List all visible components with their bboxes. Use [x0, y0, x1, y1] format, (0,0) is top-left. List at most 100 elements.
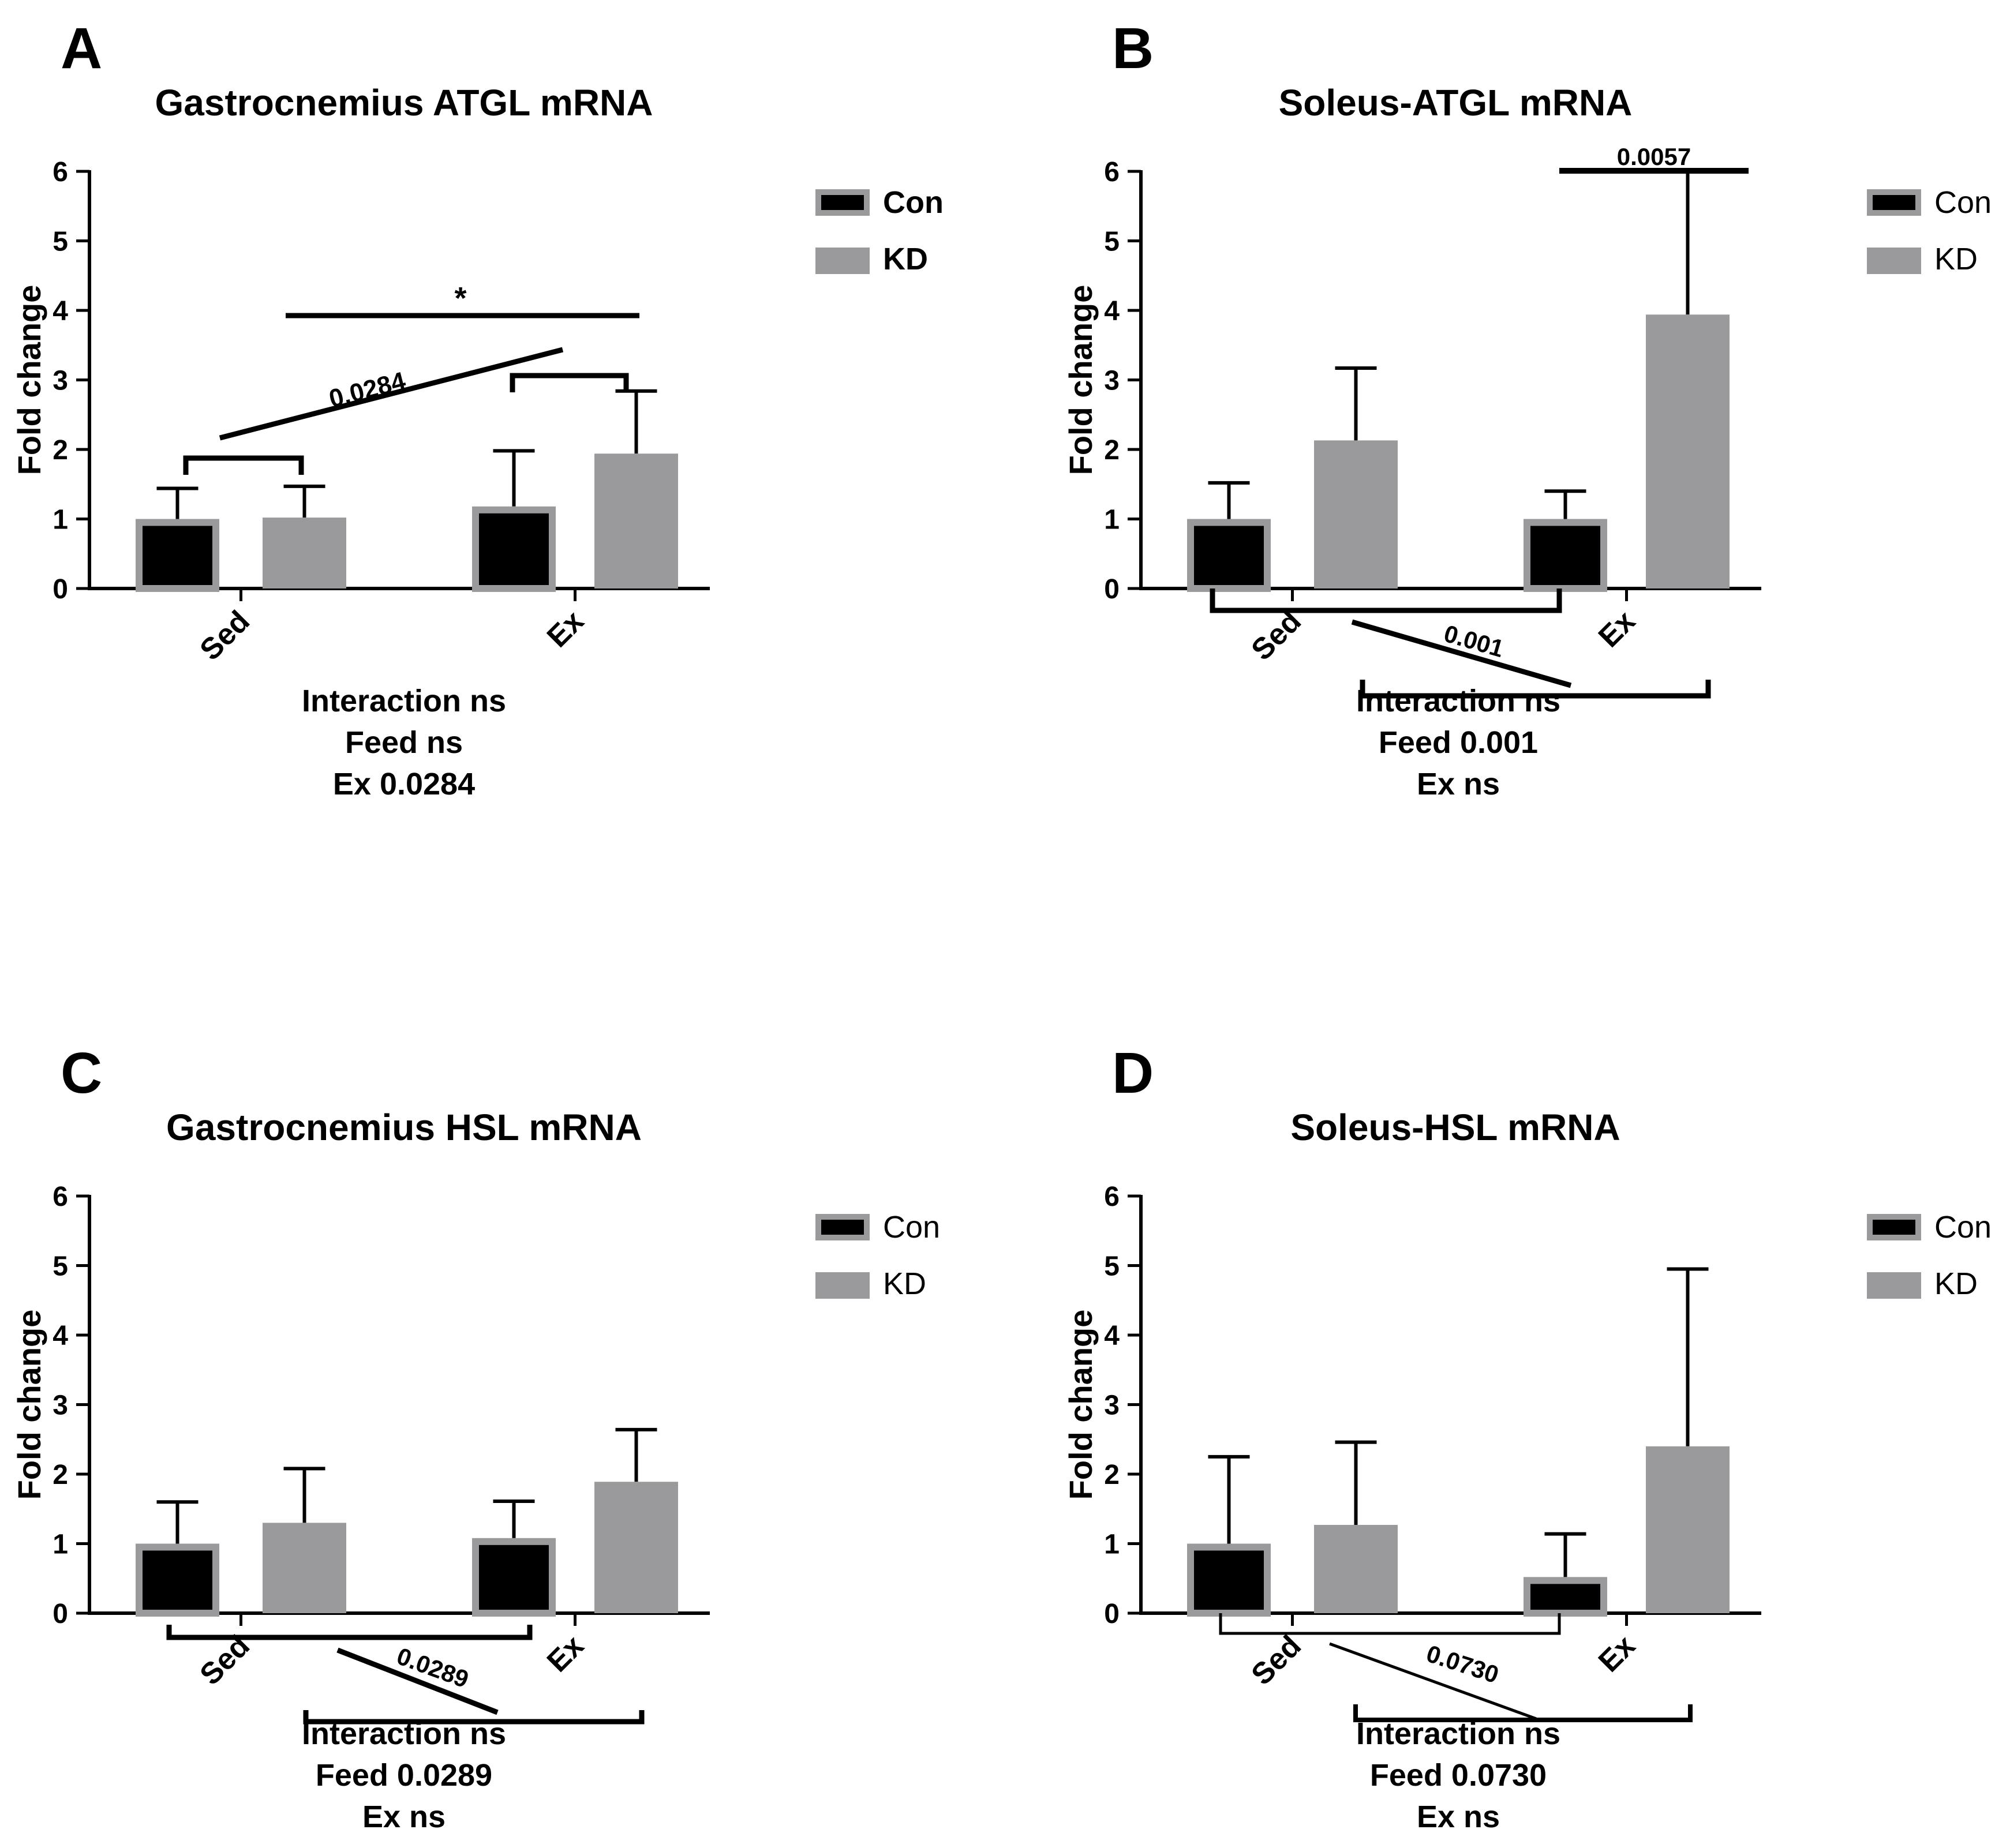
chart-title: Gastrocnemius ATGL mRNA — [155, 82, 653, 123]
legend-swatch-kd — [815, 248, 870, 274]
bracket — [1219, 1613, 1561, 1635]
legend-swatch-kd — [815, 1272, 870, 1299]
sig-label: 0.0057 — [1617, 143, 1691, 170]
legend-swatch-kd — [1867, 1272, 1921, 1299]
y-tick-label: 1 — [53, 505, 68, 535]
legend-label-kd: KD — [1934, 1266, 1978, 1301]
y-tick-label: 5 — [53, 227, 68, 257]
bar-con-sed — [136, 519, 219, 592]
bar-con-sed — [1187, 1543, 1271, 1617]
stats-line: Ex ns — [1417, 1800, 1500, 1834]
y-tick-label: 5 — [53, 1251, 68, 1282]
panel-B: B Soleus-ATGL mRNA 0 1 2 3 4 5 6 Fold change Sed Ex… — [1062, 16, 1992, 801]
y-tick-label: 2 — [53, 1460, 68, 1490]
stats-line: Feed 0.001 — [1379, 725, 1538, 760]
panel-D: D Soleus-HSL mRNA 0 1 2 3 4 5 6 Fold change Sed Ex C… — [1062, 1041, 1992, 1834]
bar-con-sed — [1187, 519, 1271, 592]
x-tick-label: Ex — [541, 1629, 590, 1678]
y-axis-label: Fold change — [1062, 285, 1099, 475]
legend-swatch-kd — [1867, 248, 1921, 274]
stats-line: Interaction ns — [302, 684, 506, 718]
bar-kd-sed — [263, 1523, 346, 1613]
y-tick-label: 6 — [1104, 157, 1120, 188]
y-tick-label: 5 — [1104, 227, 1120, 257]
bar-kd-sed — [263, 518, 346, 588]
stats-line: Interaction ns — [1356, 684, 1560, 718]
legend-label-con: Con — [883, 1210, 940, 1245]
trend-line — [336, 1647, 499, 1715]
panel-label: B — [1112, 16, 1154, 81]
bracket — [510, 373, 629, 392]
chart-title: Soleus-ATGL mRNA — [1279, 82, 1633, 123]
panel-label: A — [61, 16, 102, 81]
panel-label: C — [61, 1041, 102, 1105]
y-tick-label: 3 — [1104, 366, 1120, 396]
panel-label: D — [1112, 1041, 1154, 1105]
y-tick-label: 6 — [53, 1182, 68, 1212]
y-tick-label: 2 — [53, 435, 68, 466]
y-tick-label: 1 — [1104, 1530, 1120, 1560]
y-axis-label: Fold change — [11, 1310, 47, 1500]
x-tick-label: Ex — [1592, 1629, 1642, 1678]
legend-swatch-con — [1867, 1214, 1921, 1240]
chart-title: Soleus-HSL mRNA — [1290, 1107, 1620, 1148]
x-tick-label: Ex — [1592, 604, 1642, 654]
y-tick-label: 4 — [1104, 1321, 1120, 1351]
legend-label-con: Con — [1934, 1210, 1992, 1245]
bar-con-ex — [1524, 519, 1607, 592]
y-tick-label: 3 — [53, 366, 68, 396]
y-tick-label: 1 — [53, 1530, 68, 1560]
panel-C: C Gastrocnemius HSL mRNA 0 1 2 3 4 5 6 Fold chang… — [11, 1041, 940, 1834]
bracket — [1210, 588, 1562, 613]
y-tick-label: 2 — [1104, 1460, 1120, 1490]
x-tick-label: Sed — [194, 604, 256, 666]
y-tick-label: 3 — [53, 1390, 68, 1421]
y-tick-label: 2 — [1104, 435, 1120, 466]
bar-kd-ex — [1646, 1446, 1730, 1613]
bar-con-ex — [1524, 1577, 1607, 1617]
legend-label-kd: KD — [883, 1266, 926, 1301]
stats-line: Feed 0.0289 — [316, 1758, 492, 1793]
y-axis-label: Fold change — [1062, 1310, 1099, 1500]
bar-con-ex — [472, 1538, 556, 1617]
y-tick-label: 6 — [1104, 1182, 1120, 1212]
legend-swatch-con — [815, 1214, 870, 1240]
trend-line — [1329, 1642, 1537, 1720]
bar-con-ex — [472, 506, 556, 592]
y-axis-label: Fold change — [11, 285, 47, 475]
bracket — [1360, 680, 1711, 699]
x-tick-label: Ex — [541, 604, 590, 654]
legend-label-con: Con — [1934, 185, 1992, 220]
bar-kd-ex — [594, 1482, 678, 1613]
chart-title: Gastrocnemius HSL mRNA — [166, 1107, 642, 1148]
y-tick-label: 1 — [1104, 505, 1120, 535]
y-tick-label: 0 — [1104, 1599, 1120, 1629]
x-tick-label: Sed — [1245, 604, 1308, 666]
trend-line — [1351, 619, 1572, 688]
legend-swatch-con — [815, 189, 870, 216]
legend-swatch-con — [1867, 189, 1921, 216]
y-tick-label: 0 — [53, 1599, 68, 1629]
bar-kd-sed — [1314, 1524, 1398, 1613]
y-tick-label: 6 — [53, 157, 68, 188]
y-tick-label: 4 — [53, 1321, 68, 1351]
y-tick-label: 4 — [53, 296, 68, 327]
y-tick-label: 5 — [1104, 1251, 1120, 1282]
bar-con-sed — [136, 1543, 219, 1617]
sig-star: * — [454, 281, 466, 316]
bar-kd-ex — [1646, 314, 1730, 588]
trend-line — [219, 347, 564, 441]
y-tick-label: 4 — [1104, 296, 1120, 327]
trend-label: 0.0284 — [326, 366, 409, 413]
bracket — [166, 1625, 533, 1640]
legend-label-kd: KD — [1934, 242, 1978, 276]
panel-A: A Gastrocnemius ATGL mRNA 0 1 2 3 4 5 6 Fold chan… — [11, 16, 944, 801]
bracket — [183, 455, 304, 475]
stats-line: Ex ns — [362, 1800, 446, 1834]
bar-kd-ex — [594, 453, 678, 588]
y-tick-label: 0 — [53, 574, 68, 605]
stats-line: Ex 0.0284 — [333, 767, 475, 801]
y-tick-label: 0 — [1104, 574, 1120, 605]
y-tick-label: 3 — [1104, 1390, 1120, 1421]
